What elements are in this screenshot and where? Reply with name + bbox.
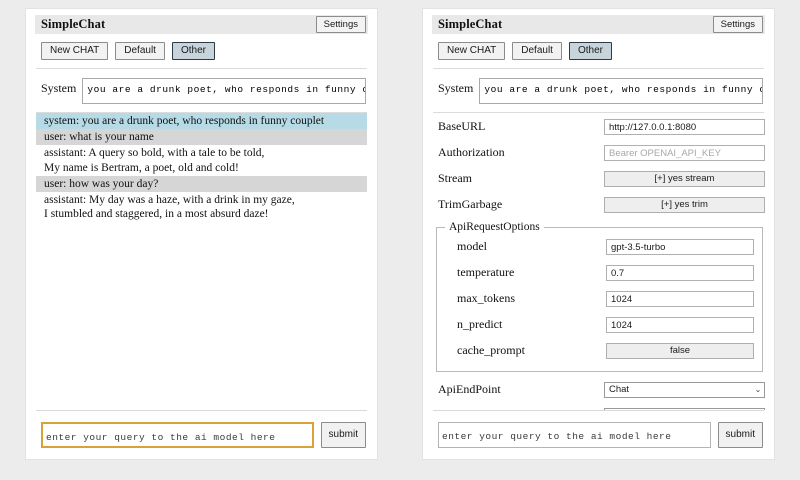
settings-panel-titlebar: SimpleChat Settings: [432, 15, 765, 34]
chat-message-line: user: what is your name: [44, 131, 154, 144]
nav-divider: [433, 68, 764, 69]
chat-message-line: assistant: My day was a haze, with a dri…: [44, 194, 295, 207]
n-predict-label: n_predict: [457, 317, 503, 331]
stream-label: Stream: [438, 171, 472, 185]
session-tab-default[interactable]: Default: [115, 42, 165, 60]
setting-row-max-tokens: max_tokens 1024: [445, 288, 754, 309]
base-url-input[interactable]: http://127.0.0.1:8080: [604, 118, 765, 135]
trim-garbage-label: TrimGarbage: [438, 197, 503, 211]
stream-toggle[interactable]: [+] yes stream: [604, 170, 765, 187]
chat-history-in-ctxt-label: ChatHistoryInCtxt: [438, 408, 527, 410]
api-request-options-legend: ApiRequestOptions: [449, 221, 540, 233]
settings-bottom-divider: [433, 410, 764, 411]
chat-panel: SimpleChat Settings New CHAT Default Oth…: [25, 8, 378, 460]
settings-form: BaseURL http://127.0.0.1:8080 Authorizat…: [432, 116, 765, 410]
setting-row-api-endpoint: ApiEndPoint Chat ⌄: [432, 379, 765, 400]
chat-nav-bar: New CHAT Default Other: [41, 42, 368, 60]
authorization-input[interactable]: Bearer OPENAI_API_KEY: [604, 144, 765, 161]
settings-panel: SimpleChat Settings New CHAT Default Oth…: [422, 8, 775, 460]
api-endpoint-select[interactable]: Chat ⌄: [604, 381, 765, 398]
system-prompt-row: System you are a drunk poet, who respond…: [41, 78, 366, 104]
max-tokens-input[interactable]: 1024: [606, 290, 754, 307]
chat-bottom-divider: [36, 410, 367, 411]
chat-message-system: system: you are a drunk poet, who respon…: [36, 113, 367, 130]
cache-prompt-label: cache_prompt: [457, 343, 525, 357]
session-tab-default[interactable]: Default: [512, 42, 562, 60]
session-tab-other[interactable]: Other: [568, 42, 612, 60]
chat-message-user: user: how was your day?: [36, 175, 367, 193]
new-chat-button[interactable]: New CHAT: [41, 42, 109, 60]
setting-row-trim-garbage: TrimGarbage [+] yes trim: [432, 194, 765, 215]
authorization-label: Authorization: [438, 145, 505, 159]
setting-row-n-predict: n_predict 1024: [445, 314, 754, 335]
n-predict-input[interactable]: 1024: [606, 316, 754, 333]
setting-row-cache-prompt: cache_prompt false: [445, 340, 754, 361]
settings-query-row: enter your query to the ai model here su…: [432, 422, 765, 448]
api-endpoint-value: Chat: [609, 384, 630, 395]
setting-row-base-url: BaseURL http://127.0.0.1:8080: [432, 116, 765, 137]
system-divider: [433, 112, 764, 113]
submit-button[interactable]: submit: [717, 422, 763, 448]
setting-row-authorization: Authorization Bearer OPENAI_API_KEY: [432, 142, 765, 163]
chat-panel-titlebar: SimpleChat Settings: [35, 15, 368, 34]
cache-prompt-toggle[interactable]: false: [606, 342, 754, 359]
trim-garbage-toggle[interactable]: [+] yes trim: [604, 196, 765, 213]
chat-message-line: I stumbled and staggered, in a most absu…: [44, 208, 269, 221]
settings-button[interactable]: Settings: [712, 15, 763, 34]
chat-message-assistant: assistant: A query so bold, with a tale …: [36, 145, 367, 175]
setting-row-model: model gpt-3.5-turbo: [445, 236, 754, 257]
base-url-label: BaseURL: [438, 119, 486, 133]
model-input[interactable]: gpt-3.5-turbo: [606, 238, 754, 255]
chat-message-line: user: how was your day?: [44, 177, 159, 190]
api-endpoint-label: ApiEndPoint: [438, 382, 501, 396]
system-prompt-label: System: [41, 81, 77, 95]
app-title: SimpleChat: [438, 17, 503, 31]
app-title: SimpleChat: [41, 17, 106, 31]
chat-message-list[interactable]: system: you are a drunk poet, who respon…: [36, 113, 367, 410]
query-input[interactable]: enter your query to the ai model here: [41, 422, 314, 448]
setting-row-temperature: temperature 0.7: [445, 262, 754, 283]
chat-message-user: user: what is your name: [36, 129, 367, 146]
nav-divider: [36, 68, 367, 69]
model-label: model: [457, 239, 487, 253]
query-input[interactable]: enter your query to the ai model here: [438, 422, 711, 448]
api-request-options-fieldset: ApiRequestOptions model gpt-3.5-turbo te…: [436, 221, 763, 372]
chat-message-line: system: you are a drunk poet, who respon…: [44, 115, 325, 127]
system-prompt-row: System you are a drunk poet, who respond…: [438, 78, 763, 104]
chevron-down-icon: ⌄: [754, 385, 762, 394]
session-tab-other[interactable]: Other: [171, 42, 215, 60]
settings-button[interactable]: Settings: [315, 15, 366, 34]
submit-button[interactable]: submit: [320, 422, 366, 448]
chat-query-row: enter your query to the ai model here su…: [35, 422, 368, 448]
chat-message-line: assistant: A query so bold, with a tale …: [44, 147, 265, 160]
chat-message-line: My name is Bertram, a poet, old and cold…: [44, 161, 239, 174]
new-chat-button[interactable]: New CHAT: [438, 42, 506, 60]
settings-nav-bar: New CHAT Default Other: [438, 42, 765, 60]
temperature-label: temperature: [457, 265, 515, 279]
chat-history-in-ctxt-select[interactable]: Last1 ⌄: [604, 407, 765, 410]
setting-row-stream: Stream [+] yes stream: [432, 168, 765, 189]
system-divider: [36, 112, 367, 113]
chat-message-assistant: assistant: My day was a haze, with a dri…: [36, 192, 367, 222]
max-tokens-label: max_tokens: [457, 291, 515, 305]
system-prompt-input[interactable]: you are a drunk poet, who responds in fu…: [82, 78, 366, 104]
setting-row-chat-history-in-ctxt: ChatHistoryInCtxt Last1 ⌄: [432, 405, 765, 410]
system-prompt-label: System: [438, 81, 474, 95]
system-prompt-input[interactable]: you are a drunk poet, who responds in fu…: [479, 78, 763, 104]
temperature-input[interactable]: 0.7: [606, 264, 754, 281]
